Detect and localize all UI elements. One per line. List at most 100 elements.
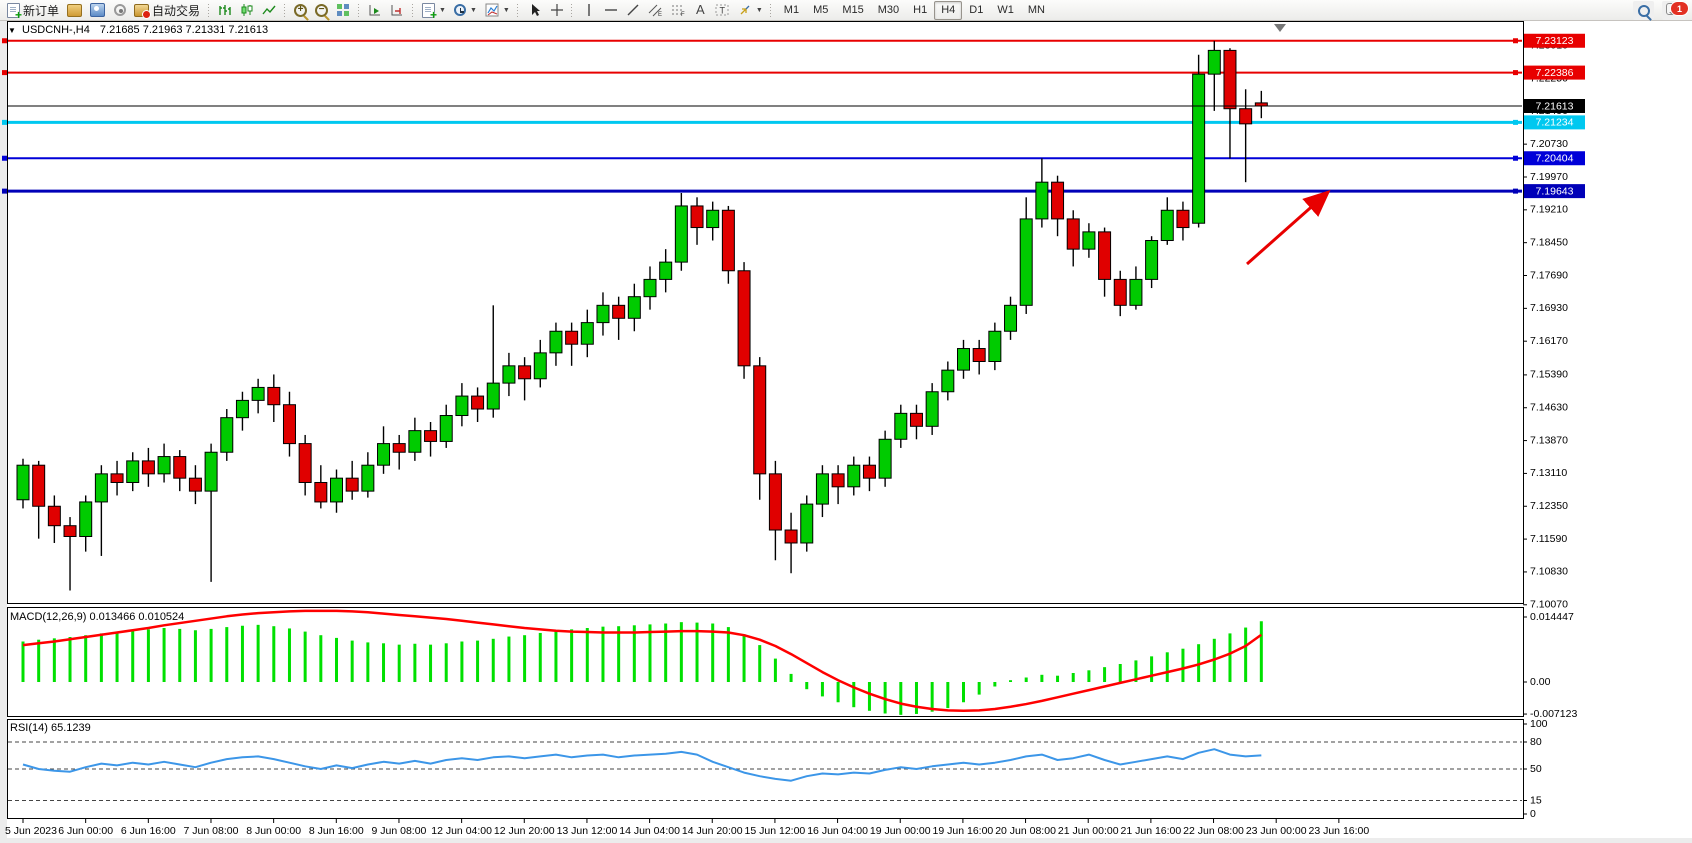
timeframe-M15[interactable]: M15: [835, 1, 870, 20]
svg-text:7.11590: 7.11590: [1530, 533, 1567, 545]
timeframe-W1[interactable]: W1: [990, 1, 1021, 20]
symbol-dropdown-icon[interactable]: ▼: [8, 26, 16, 35]
templates-icon[interactable]: ▼: [481, 1, 514, 20]
cursor-icon[interactable]: [524, 1, 546, 20]
svg-text:7.17690: 7.17690: [1530, 269, 1568, 281]
toolbar-separator: [768, 2, 773, 18]
svg-text:22 Jun 08:00: 22 Jun 08:00: [1183, 825, 1244, 837]
svg-text:12 Jun 04:00: 12 Jun 04:00: [431, 825, 492, 837]
svg-text:12 Jun 20:00: 12 Jun 20:00: [494, 825, 555, 837]
timeframe-M30[interactable]: M30: [871, 1, 906, 20]
svg-text:0: 0: [1530, 808, 1536, 820]
fibonacci-icon[interactable]: F: [667, 1, 690, 20]
indicators-icon[interactable]: + ▼: [418, 1, 450, 21]
svg-text:7.21613: 7.21613: [1536, 100, 1574, 112]
svg-text:15 Jun 12:00: 15 Jun 12:00: [745, 825, 806, 837]
profile-icon[interactable]: [86, 1, 109, 20]
svg-text:6 Jun 16:00: 6 Jun 16:00: [121, 825, 176, 837]
macd-label: MACD(12,26,9) 0.013466 0.010524: [10, 611, 185, 623]
toolbar-separator: [282, 2, 287, 18]
search-icon[interactable]: [1633, 1, 1654, 20]
notification-badge: 1: [1670, 1, 1689, 16]
rsi-line: [22, 748, 1262, 782]
svg-text:8 Jun 16:00: 8 Jun 16:00: [309, 825, 364, 837]
svg-text:7.16930: 7.16930: [1530, 302, 1568, 314]
text-icon[interactable]: A: [690, 1, 711, 20]
macd-histogram: [21, 621, 1263, 715]
rsi-axis: 100 80 50 15 0: [8, 718, 1548, 820]
toolbar: + 新订单 自动交易 + − + ▼ ▼ ▼ E F A T ▼ M1 M5 M15 M30 H1 H4 D1 W1 MN 1: [0, 0, 1692, 21]
svg-text:7.15390: 7.15390: [1530, 369, 1568, 381]
svg-text:13 Jun 12:00: 13 Jun 12:00: [557, 825, 618, 837]
tile-windows-icon[interactable]: [332, 1, 354, 20]
new-order-icon[interactable]: + 新订单: [3, 1, 63, 21]
svg-text:7.19210: 7.19210: [1530, 204, 1568, 216]
candlestick-icon[interactable]: [236, 1, 258, 20]
text-label-icon[interactable]: T: [711, 1, 734, 20]
crosshair-icon[interactable]: [546, 1, 568, 20]
svg-text:7.19643: 7.19643: [1536, 185, 1574, 197]
zoom-out-icon[interactable]: −: [311, 1, 332, 20]
svg-text:15: 15: [1530, 794, 1542, 806]
autotrading-icon[interactable]: 自动交易: [130, 1, 204, 20]
quotes-icon[interactable]: [63, 1, 86, 20]
svg-text:7.10070: 7.10070: [1530, 599, 1568, 611]
timeframe-H1[interactable]: H1: [906, 1, 934, 20]
arrows-icon[interactable]: ▼: [734, 1, 767, 20]
trend-arrow[interactable]: [1246, 190, 1331, 266]
price-badges: 7.23123 7.22386 7.21234 7.20404 7.19643 7.216…: [1524, 33, 1585, 199]
bar-chart-icon[interactable]: [214, 1, 236, 20]
toolbar-group-zoom: + −: [290, 0, 354, 21]
horizontal-lines: [2, 38, 1522, 194]
toolbar-separator: [569, 2, 574, 18]
line-chart-icon[interactable]: [258, 1, 280, 20]
svg-text:21 Jun 00:00: 21 Jun 00:00: [1058, 825, 1119, 837]
candlesticks: [16, 40, 1268, 591]
macd-axis: 0.014447 0.00 -0.007123: [1523, 611, 1577, 720]
svg-text:7.10830: 7.10830: [1530, 566, 1568, 578]
chart-title-ohlc: 7.21685 7.21963 7.21331 7.21613: [99, 24, 269, 36]
chat-icon[interactable]: 1: [1662, 1, 1689, 20]
channel-icon[interactable]: E: [644, 1, 667, 20]
periods-icon[interactable]: ▼: [450, 1, 481, 20]
timeframe-D1[interactable]: D1: [962, 1, 990, 20]
toolbar-group-scroll: [364, 0, 408, 21]
svg-text:-0.007123: -0.007123: [1530, 708, 1577, 720]
svg-text:7.13870: 7.13870: [1530, 434, 1568, 446]
rsi-label: RSI(14) 65.1239: [10, 722, 91, 734]
svg-text:7.20730: 7.20730: [1530, 138, 1568, 150]
horizontal-line-icon[interactable]: [600, 1, 622, 20]
svg-text:7.23123: 7.23123: [1536, 35, 1574, 47]
trendline-icon[interactable]: [622, 1, 644, 20]
timeframe-H4[interactable]: H4: [934, 0, 963, 20]
svg-text:8 Jun 00:00: 8 Jun 00:00: [246, 825, 301, 837]
svg-text:20 Jun 08:00: 20 Jun 08:00: [995, 825, 1056, 837]
timeframe-M5[interactable]: M5: [806, 1, 835, 20]
chart-title-symbol: USDCNH-,H4: [22, 24, 90, 36]
svg-text:7.12350: 7.12350: [1530, 500, 1568, 512]
svg-text:7 Jun 08:00: 7 Jun 08:00: [184, 825, 239, 837]
svg-text:E: E: [658, 12, 662, 17]
svg-text:50: 50: [1530, 763, 1542, 775]
chart-shift-marker[interactable]: [1274, 24, 1286, 32]
autoscroll-icon[interactable]: [364, 1, 386, 20]
svg-text:14 Jun 20:00: 14 Jun 20:00: [682, 825, 743, 837]
timeframe-M1[interactable]: M1: [777, 1, 806, 20]
toolbar-group-objects-menus: + ▼ ▼ ▼: [418, 0, 514, 21]
timeframe-MN[interactable]: MN: [1021, 1, 1052, 20]
svg-text:7.14630: 7.14630: [1530, 402, 1568, 414]
svg-text:0.014447: 0.014447: [1530, 611, 1574, 623]
svg-text:19 Jun 16:00: 19 Jun 16:00: [933, 825, 994, 837]
zoom-in-icon[interactable]: +: [290, 1, 311, 20]
signals-icon[interactable]: [109, 1, 130, 20]
svg-text:100: 100: [1530, 718, 1548, 730]
svg-text:6 Jun 00:00: 6 Jun 00:00: [58, 825, 113, 837]
chart-shift-icon[interactable]: [386, 1, 408, 20]
toolbar-group-chart-type: [214, 0, 280, 21]
vertical-line-icon[interactable]: [578, 1, 600, 20]
svg-text:9 Jun 08:00: 9 Jun 08:00: [372, 825, 427, 837]
toolbar-separator: [515, 2, 520, 18]
toolbar-separator: [356, 2, 361, 18]
